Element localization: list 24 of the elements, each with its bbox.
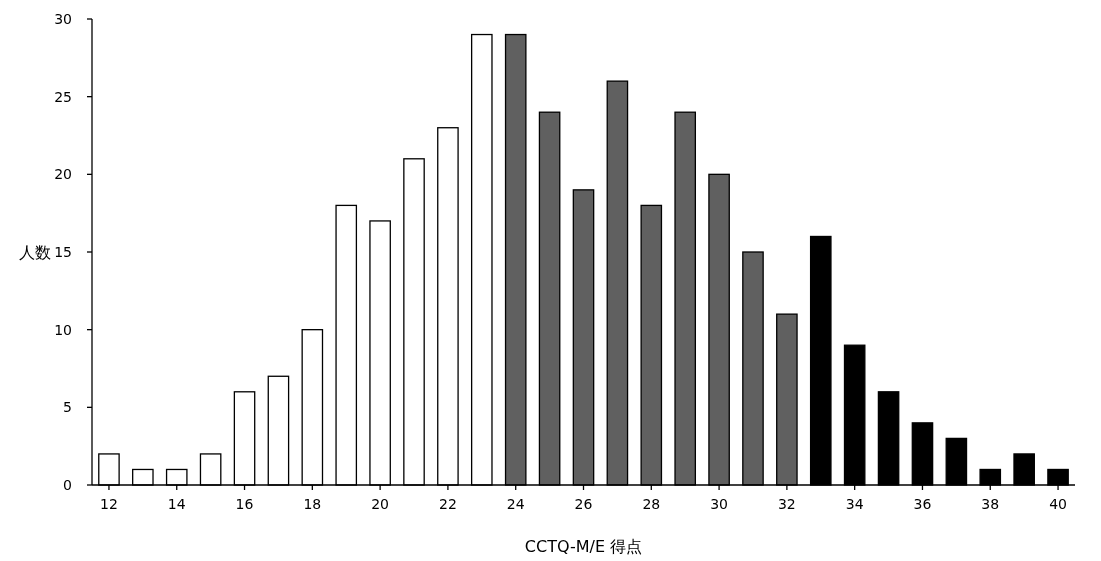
- y-tick-label: 25: [54, 88, 72, 105]
- x-tick-label: 26: [574, 496, 593, 512]
- x-tick-label: 30: [710, 496, 728, 512]
- x-tick-label: 12: [100, 496, 118, 512]
- x-tick-label: 38: [981, 496, 1000, 512]
- y-tick-label: 20: [54, 166, 72, 183]
- x-tick-label: 36: [913, 496, 932, 512]
- y-axis-title: 人数: [19, 243, 51, 262]
- x-tick-label: 14: [167, 496, 186, 512]
- x-tick-label: 22: [439, 496, 457, 512]
- x-tick-label: 28: [642, 496, 661, 512]
- x-tick-label: 24: [506, 496, 525, 512]
- x-tick-label: 34: [845, 496, 864, 512]
- x-tick-label: 18: [303, 496, 322, 512]
- x-tick-label: 16: [235, 496, 254, 512]
- x-axis-title: CCTQ-M/E 得点: [524, 537, 643, 556]
- y-tick-label: 15: [54, 244, 72, 260]
- y-tick-label: 30: [54, 11, 72, 27]
- x-tick-label: 32: [777, 496, 796, 512]
- y-tick-label: 0: [63, 477, 72, 493]
- x-tick-label: 40: [1049, 496, 1067, 512]
- y-tick-label: 5: [63, 399, 72, 416]
- x-tick-label: 20: [371, 496, 390, 512]
- y-tick-label: 10: [54, 321, 72, 338]
